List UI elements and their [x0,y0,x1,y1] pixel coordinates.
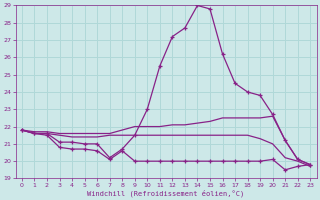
X-axis label: Windchill (Refroidissement éolien,°C): Windchill (Refroidissement éolien,°C) [87,189,245,197]
